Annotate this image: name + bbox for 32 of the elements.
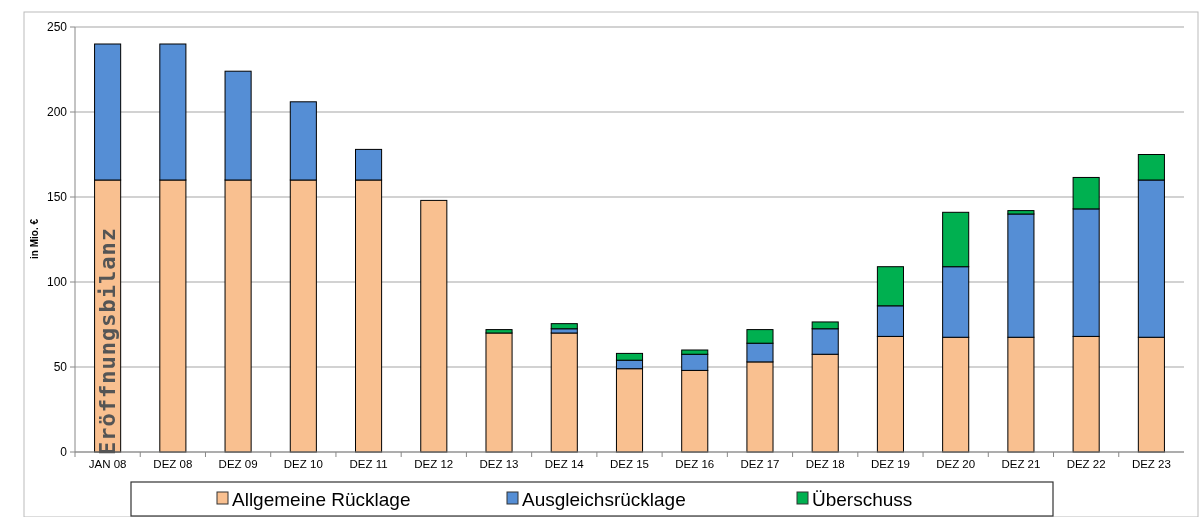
bar <box>420 199 448 453</box>
y-tick-label: 100 <box>46 275 68 289</box>
x-tick-label: DEZ 19 <box>870 458 910 470</box>
x-tick-label: DEZ 15 <box>610 458 649 470</box>
x-tick-label: DEZ 20 <box>936 458 976 470</box>
x-tick-label: DEZ 09 <box>218 458 258 470</box>
x-tick-label: DEZ 16 <box>675 458 715 470</box>
x-tick-label: DEZ 11 <box>349 458 388 470</box>
x-tick-label: DEZ 17 <box>740 458 780 470</box>
legend-label: Ausgleichsrücklage <box>522 488 686 510</box>
y-tick-label: 0 <box>60 445 68 459</box>
x-tick-label: DEZ 13 <box>479 458 519 470</box>
y-tick-label: 150 <box>46 190 68 204</box>
x-tick-label: DEZ 14 <box>544 458 585 470</box>
x-tick-label: DEZ 22 <box>1066 458 1106 470</box>
x-tick-label: DEZ 23 <box>1131 458 1171 470</box>
bar <box>550 332 578 453</box>
legend-label: Allgemeine Rücklage <box>232 488 411 510</box>
x-tick-label: DEZ 12 <box>414 458 454 470</box>
y-axis-title: in Mio. € <box>29 218 40 259</box>
x-tick-label: DEZ 08 <box>153 458 193 470</box>
legend-label: Überschuss <box>812 488 913 510</box>
y-tick-label: 50 <box>53 360 68 374</box>
x-tick-label: JAN 08 <box>88 458 127 470</box>
x-tick-label: DEZ 10 <box>283 458 323 470</box>
bar <box>485 332 513 453</box>
x-tick-label: DEZ 21 <box>1001 458 1041 470</box>
y-tick-label: 250 <box>46 20 68 34</box>
bar <box>550 323 578 330</box>
annotation: Eröffnungsbilanz <box>95 227 121 455</box>
x-tick-label: DEZ 18 <box>805 458 845 470</box>
y-tick-label: 200 <box>46 105 68 119</box>
